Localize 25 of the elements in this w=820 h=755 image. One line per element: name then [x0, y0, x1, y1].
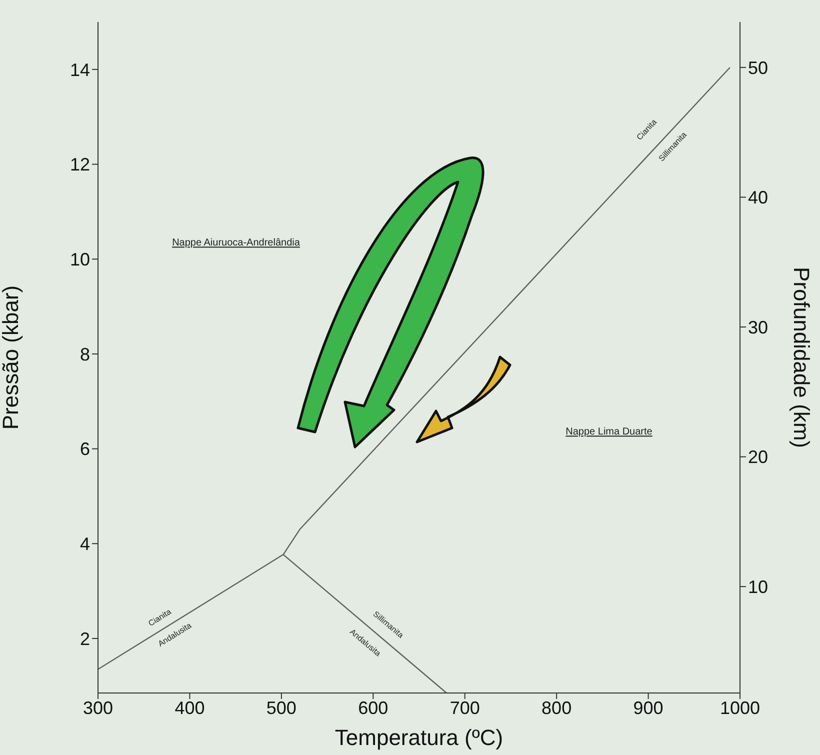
x-tick-label: 900	[633, 698, 664, 718]
y-tick-label: 4	[80, 534, 90, 554]
y-tick-label: 6	[80, 439, 90, 460]
y-tick-label: 12	[70, 154, 90, 175]
y2-tick-label: 10	[748, 576, 768, 597]
y-tick-label: 10	[70, 249, 90, 270]
y2-tick-label: 30	[748, 317, 768, 338]
x-axis-title: Temperatura (ºC)	[334, 725, 504, 750]
y-tick-label: 8	[80, 344, 90, 364]
y-tick-label: 14	[70, 60, 90, 80]
y2-tick-label: 50	[748, 58, 768, 78]
x-tick-label: 600	[358, 698, 388, 718]
x-tick-label: 300	[82, 698, 114, 718]
x-tick-label: 500	[266, 698, 296, 718]
y-tick-label: 2	[80, 628, 90, 649]
x-tick-label: 1000	[720, 698, 760, 718]
annotation: Nappe Aiuruoca-Andrelândia	[172, 238, 300, 249]
annotation: Nappe Lima Duarte	[566, 426, 653, 438]
y2-tick-label: 20	[748, 447, 768, 468]
x-tick-label: 800	[542, 698, 572, 718]
x-tick-label: 400	[174, 698, 205, 718]
y2-axis-title: Profundidade (km)	[789, 267, 814, 448]
x-tick-label: 700	[450, 698, 480, 718]
y-axis-title: Pressão (kbar)	[0, 285, 23, 430]
y2-tick-label: 40	[748, 188, 768, 208]
